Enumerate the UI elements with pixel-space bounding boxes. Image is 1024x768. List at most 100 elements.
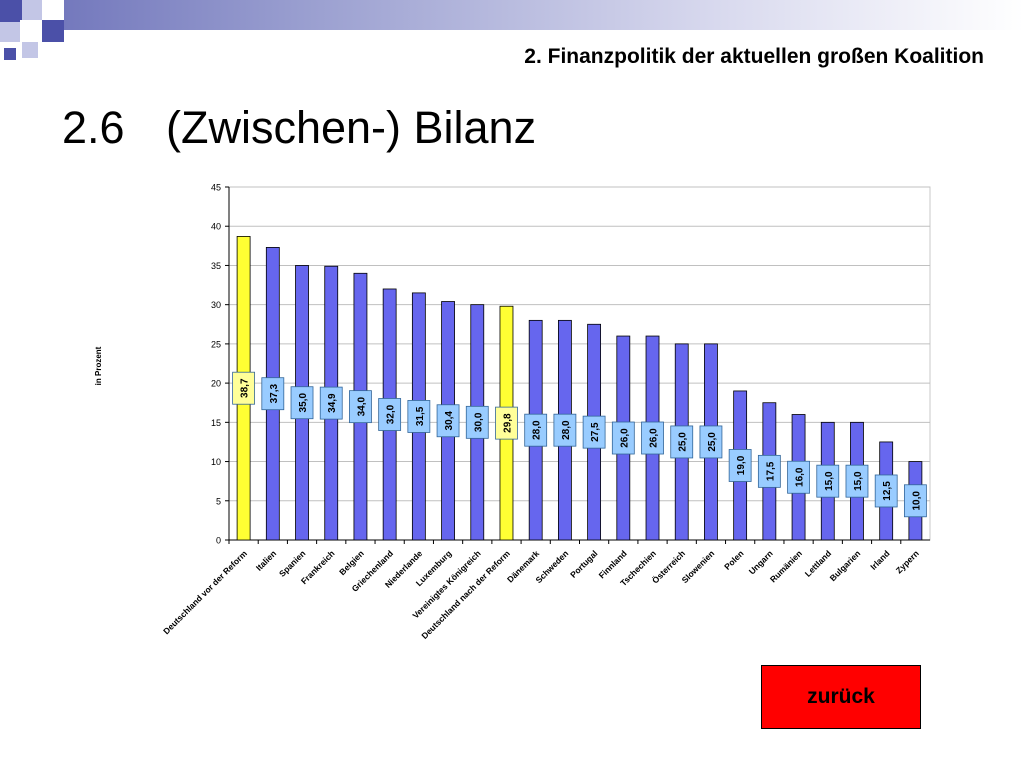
value-label-box	[290, 386, 314, 420]
value-label: 26,0	[641, 421, 664, 455]
value-label-box	[261, 377, 285, 411]
value-label: 27,5	[582, 415, 606, 449]
slide-subtitle: 2. Finanzpolitik der aktuellen großen Ko…	[524, 45, 984, 68]
value-label: 28,0	[524, 413, 548, 447]
value-label-box	[407, 400, 431, 433]
value-label-box	[378, 398, 402, 431]
value-label: 35,0	[290, 386, 314, 420]
value-label-text: 35,0	[298, 393, 309, 413]
y-tick-label: 0	[216, 536, 221, 546]
section-number: 2.6	[62, 102, 125, 153]
value-label: 15,0	[816, 464, 840, 498]
value-label: 12,5	[874, 474, 898, 508]
value-label-box	[465, 405, 489, 439]
y-tick-label: 5	[216, 496, 221, 506]
value-label: 29,8	[495, 406, 518, 440]
value-label-box	[903, 484, 927, 518]
value-label-text: 25,0	[707, 432, 718, 452]
value-label-text: 31,5	[415, 406, 426, 426]
value-label: 34,9	[319, 386, 343, 420]
value-label-text: 28,0	[532, 420, 543, 440]
value-label-box	[757, 454, 781, 488]
value-label-text: 15,0	[853, 471, 864, 491]
slide-title: 2.6 (Zwischen-) Bilanz	[62, 102, 536, 154]
value-label-text: 29,8	[502, 413, 513, 433]
y-tick-label: 45	[211, 183, 221, 193]
value-label: 30,0	[465, 405, 489, 439]
value-label: 34,0	[349, 390, 372, 424]
y-tick-label: 15	[211, 418, 221, 428]
value-label-text: 19,0	[736, 455, 747, 475]
value-label: 37,3	[261, 377, 285, 411]
value-label-box	[874, 474, 898, 508]
value-label-text: 32,0	[386, 404, 397, 424]
value-label-text: 30,0	[473, 412, 484, 432]
value-label-box	[319, 386, 343, 420]
value-label-text: 38,7	[240, 378, 251, 398]
value-label-text: 26,0	[619, 428, 630, 448]
value-label-text: 28,0	[561, 420, 572, 440]
logo-squares	[0, 0, 80, 64]
category-label: Irland	[868, 548, 891, 571]
value-label-box	[495, 406, 518, 440]
value-label-text: 34,9	[327, 393, 338, 413]
category-label: Zypern	[894, 548, 921, 575]
header-band	[0, 0, 1024, 30]
value-label: 31,5	[407, 400, 431, 433]
value-label-text: 17,5	[765, 461, 776, 481]
value-label: 25,0	[699, 425, 723, 459]
value-label: 25,0	[670, 425, 694, 459]
category-label: Rumänien	[768, 548, 804, 584]
value-label-box	[728, 449, 752, 482]
value-label-text: 34,0	[356, 396, 367, 416]
value-label: 17,5	[757, 454, 781, 488]
value-label-text: 25,0	[678, 432, 689, 452]
y-tick-label: 25	[211, 339, 221, 349]
value-label-box	[787, 460, 810, 494]
category-label: Bulgarien	[828, 548, 863, 583]
value-label-box	[524, 413, 548, 447]
value-label: 30,4	[436, 404, 460, 438]
back-button[interactable]: zurück	[761, 665, 921, 729]
value-label-box	[582, 415, 606, 449]
category-label: Portugal	[568, 548, 599, 579]
category-label: Deutschland vor der Reform	[161, 548, 249, 636]
section-title: (Zwischen-) Bilanz	[166, 102, 537, 153]
y-tick-label: 10	[211, 457, 221, 467]
value-label-text: 16,0	[795, 467, 806, 487]
value-label-text: 15,0	[824, 471, 835, 491]
y-tick-label: 30	[211, 300, 221, 310]
value-label-box	[232, 371, 256, 405]
value-label-box	[611, 421, 635, 455]
category-label: Polen	[722, 548, 745, 571]
value-label-box	[845, 464, 869, 498]
value-label-text: 12,5	[882, 481, 893, 501]
value-label-box	[349, 390, 372, 424]
value-label-box	[816, 464, 840, 498]
y-tick-label: 40	[211, 222, 221, 232]
value-label: 28,0	[553, 413, 577, 447]
category-label: Belgien	[337, 548, 366, 577]
value-label: 19,0	[728, 449, 752, 482]
value-label-text: 10,0	[911, 491, 922, 511]
value-label-box	[641, 421, 664, 455]
value-label-box	[670, 425, 694, 459]
category-label: Ungarn	[747, 548, 775, 576]
plot-area	[228, 186, 931, 541]
y-tick-label: 35	[211, 261, 221, 271]
value-label-text: 30,4	[444, 411, 455, 431]
value-label-text: 26,0	[649, 428, 660, 448]
value-label: 38,7	[232, 371, 256, 405]
value-label: 10,0	[903, 484, 927, 518]
y-axis-label: in Prozent	[94, 346, 103, 385]
category-label: Italien	[254, 548, 278, 572]
value-label: 32,0	[378, 398, 402, 431]
value-label: 26,0	[611, 421, 635, 455]
value-label-text: 27,5	[590, 422, 601, 442]
value-label-text: 37,3	[269, 384, 280, 404]
value-label-box	[699, 425, 723, 459]
y-tick-label: 20	[211, 379, 221, 389]
value-label: 16,0	[787, 460, 810, 494]
value-label-box	[553, 413, 577, 447]
